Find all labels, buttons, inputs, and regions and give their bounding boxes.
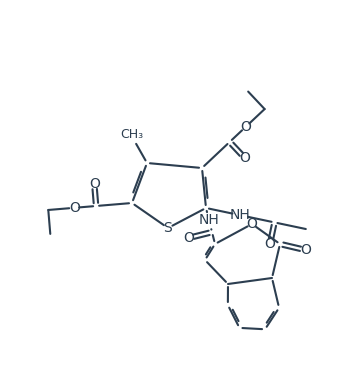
Text: S: S	[164, 221, 172, 235]
Text: O: O	[183, 231, 194, 245]
Text: CH₃: CH₃	[121, 128, 144, 141]
Text: O: O	[265, 237, 275, 251]
Text: NH: NH	[230, 208, 251, 222]
Text: O: O	[69, 201, 80, 215]
Text: O: O	[240, 120, 251, 134]
Text: O: O	[247, 217, 257, 231]
Text: O: O	[89, 177, 100, 191]
Text: NH: NH	[199, 213, 219, 227]
Text: O: O	[239, 151, 250, 165]
Text: O: O	[300, 243, 311, 257]
